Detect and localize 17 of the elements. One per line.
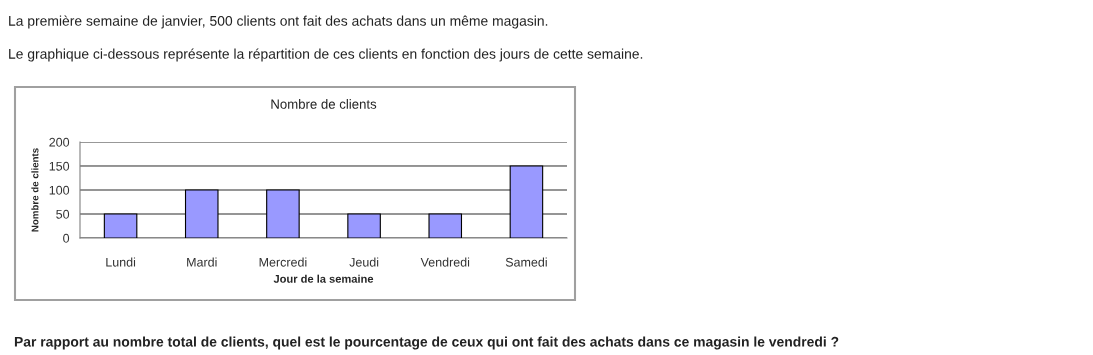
x-tick-label: Mercredi — [259, 257, 307, 267]
x-tick-label: Samedi — [505, 257, 547, 267]
text: Le graphique ci-dessous représente la répartition de ces clients en fonction des jours de cette semaine. — [9, 48, 643, 62]
y-tick-label: 0 — [63, 233, 70, 243]
y-axis-title: Nombre de clients — [31, 148, 39, 232]
text: Par rapport au nombre total de clients, quel est le pourcentage de ceux qui ont fait des achats dans ce magasin le vendredi ? — [14, 336, 839, 350]
x-tick-label: Lundi — [106, 257, 136, 267]
x-tick-label: Jeudi — [349, 257, 379, 267]
x-tick-label: Vendredi — [420, 257, 470, 267]
y-tick-label: 200 — [49, 137, 70, 147]
y-tick-label: 150 — [49, 161, 70, 171]
x-axis-title: Jour de la semaine — [273, 274, 374, 283]
chart-title: Nombre de clients — [271, 99, 377, 109]
text: La première semaine de janvier, 500 clients ont fait des achats dans un même magasin. — [9, 15, 548, 29]
y-tick-label: 100 — [49, 185, 70, 195]
y-tick-label: 50 — [56, 209, 70, 219]
x-tick-label: Mardi — [187, 257, 217, 267]
